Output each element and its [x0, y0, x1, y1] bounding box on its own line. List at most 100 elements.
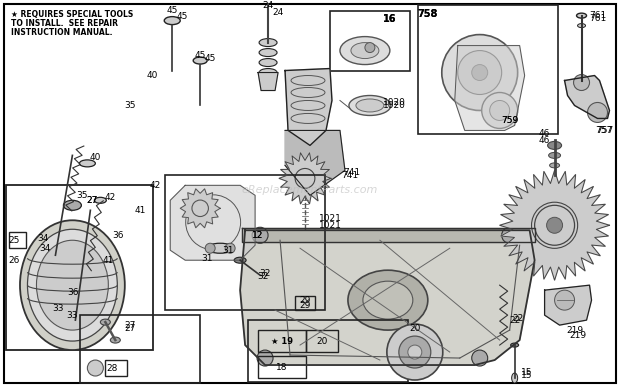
Ellipse shape [578, 24, 585, 28]
Circle shape [472, 64, 488, 81]
Ellipse shape [100, 319, 110, 325]
Bar [295, 296, 315, 310]
Bar [258, 330, 306, 352]
Text: 36: 36 [113, 231, 124, 240]
Text: 29: 29 [299, 301, 311, 310]
Bar [81, 315, 200, 383]
Circle shape [531, 202, 578, 248]
Text: 20: 20 [316, 337, 327, 345]
Circle shape [490, 100, 510, 120]
Ellipse shape [259, 59, 277, 66]
Text: 42: 42 [105, 193, 116, 202]
Text: 20: 20 [409, 323, 420, 333]
Ellipse shape [549, 152, 560, 158]
Circle shape [534, 205, 575, 245]
Text: ★ 19: ★ 19 [271, 337, 293, 345]
Text: 1020: 1020 [383, 98, 406, 107]
Text: 28: 28 [107, 364, 118, 372]
Bar [258, 356, 306, 378]
Text: 12: 12 [252, 231, 264, 240]
Ellipse shape [73, 292, 87, 298]
Text: 46: 46 [539, 129, 551, 138]
Ellipse shape [549, 163, 560, 168]
Ellipse shape [259, 69, 277, 76]
Polygon shape [544, 285, 591, 325]
Text: 27: 27 [125, 321, 136, 330]
Text: 24: 24 [272, 8, 284, 17]
Circle shape [482, 93, 518, 129]
Text: 40: 40 [146, 71, 158, 80]
Text: 16: 16 [383, 14, 397, 24]
Text: 12: 12 [252, 231, 264, 240]
Circle shape [588, 102, 608, 122]
Polygon shape [180, 189, 220, 228]
Ellipse shape [37, 240, 108, 330]
Text: 46: 46 [539, 136, 551, 145]
Text: 761: 761 [589, 14, 606, 23]
Text: 33: 33 [67, 311, 78, 320]
Bar [418, 5, 557, 134]
Circle shape [502, 227, 518, 243]
Text: 27: 27 [125, 323, 136, 333]
Circle shape [365, 42, 375, 52]
Text: 42: 42 [149, 181, 161, 190]
Text: 27: 27 [87, 196, 98, 205]
Text: 25: 25 [9, 236, 20, 245]
Text: 741: 741 [342, 171, 358, 180]
Circle shape [408, 345, 422, 359]
Polygon shape [500, 170, 609, 280]
Text: 24: 24 [262, 1, 273, 10]
Text: 219: 219 [566, 326, 583, 335]
Text: 45: 45 [177, 12, 188, 21]
Ellipse shape [349, 95, 391, 115]
Ellipse shape [348, 270, 428, 330]
Circle shape [295, 168, 315, 188]
Polygon shape [279, 153, 331, 204]
Ellipse shape [259, 49, 277, 57]
Text: 18: 18 [277, 362, 288, 372]
Text: INSTRUCTION MANUAL.: INSTRUCTION MANUAL. [11, 28, 112, 37]
Text: 761: 761 [589, 11, 606, 20]
Text: 45: 45 [167, 6, 178, 15]
Polygon shape [240, 230, 534, 365]
Ellipse shape [577, 13, 587, 18]
Ellipse shape [547, 141, 562, 149]
Ellipse shape [94, 197, 107, 203]
Text: 757: 757 [596, 126, 613, 135]
Text: 34: 34 [38, 234, 49, 243]
Ellipse shape [79, 160, 95, 167]
Text: 1020: 1020 [383, 101, 406, 110]
Text: 41: 41 [135, 206, 146, 215]
Text: 31: 31 [202, 254, 213, 263]
Text: 15: 15 [521, 367, 533, 376]
Ellipse shape [340, 37, 390, 64]
Ellipse shape [356, 99, 384, 112]
Circle shape [87, 360, 104, 376]
Text: 759: 759 [501, 116, 518, 125]
Bar [6, 185, 153, 350]
Polygon shape [242, 228, 534, 242]
Text: eReplacementParts.com: eReplacementParts.com [242, 185, 378, 195]
Circle shape [205, 243, 215, 253]
Bar [9, 232, 27, 248]
Bar [105, 360, 127, 376]
Text: 32: 32 [257, 272, 268, 281]
Text: 32: 32 [259, 269, 271, 278]
Text: 41: 41 [103, 256, 114, 265]
Polygon shape [170, 185, 255, 260]
Bar [306, 330, 338, 352]
Polygon shape [258, 73, 278, 90]
Text: 741: 741 [343, 168, 360, 177]
Text: 1021: 1021 [319, 214, 342, 223]
Text: 36: 36 [68, 288, 79, 297]
Ellipse shape [43, 254, 68, 262]
Text: 15: 15 [521, 371, 533, 379]
Circle shape [458, 51, 502, 95]
Circle shape [257, 350, 273, 366]
Text: 759: 759 [501, 116, 518, 125]
Text: 35: 35 [77, 191, 88, 200]
Polygon shape [285, 130, 345, 195]
Circle shape [192, 200, 208, 217]
Bar [166, 175, 325, 310]
Ellipse shape [193, 57, 207, 64]
